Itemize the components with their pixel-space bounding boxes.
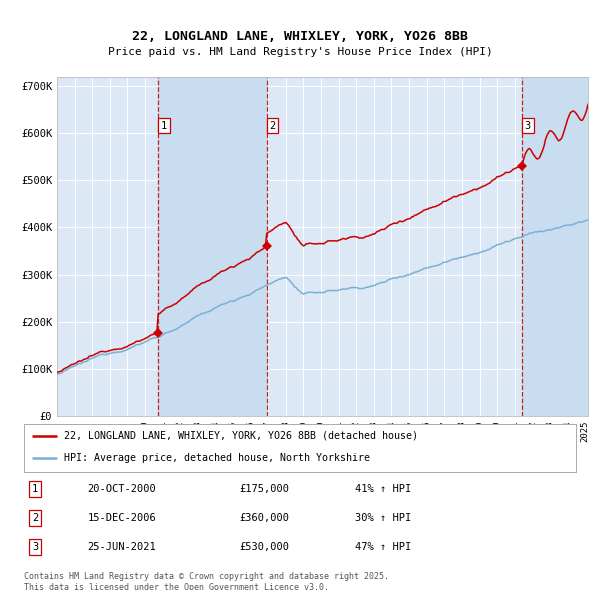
Text: Price paid vs. HM Land Registry's House Price Index (HPI): Price paid vs. HM Land Registry's House … (107, 47, 493, 57)
Text: 22, LONGLAND LANE, WHIXLEY, YORK, YO26 8BB (detached house): 22, LONGLAND LANE, WHIXLEY, YORK, YO26 8… (64, 431, 418, 441)
Text: 2: 2 (269, 121, 275, 131)
Text: 3: 3 (524, 121, 531, 131)
Text: 47% ↑ HPI: 47% ↑ HPI (355, 542, 412, 552)
Text: 15-DEC-2006: 15-DEC-2006 (88, 513, 156, 523)
Text: 1: 1 (161, 121, 167, 131)
Text: £360,000: £360,000 (239, 513, 289, 523)
Text: £175,000: £175,000 (239, 484, 289, 494)
Text: 41% ↑ HPI: 41% ↑ HPI (355, 484, 412, 494)
Text: HPI: Average price, detached house, North Yorkshire: HPI: Average price, detached house, Nort… (64, 454, 370, 464)
Text: £530,000: £530,000 (239, 542, 289, 552)
Bar (522, 77, 588, 416)
Text: 20-OCT-2000: 20-OCT-2000 (88, 484, 156, 494)
Text: 25-JUN-2021: 25-JUN-2021 (88, 542, 156, 552)
Text: 30% ↑ HPI: 30% ↑ HPI (355, 513, 412, 523)
Text: 3: 3 (32, 542, 38, 552)
Text: 22, LONGLAND LANE, WHIXLEY, YORK, YO26 8BB: 22, LONGLAND LANE, WHIXLEY, YORK, YO26 8… (132, 30, 468, 43)
Text: Contains HM Land Registry data © Crown copyright and database right 2025.
This d: Contains HM Land Registry data © Crown c… (24, 572, 389, 590)
Text: 1: 1 (32, 484, 38, 494)
Bar (158, 77, 267, 416)
Text: 2: 2 (32, 513, 38, 523)
